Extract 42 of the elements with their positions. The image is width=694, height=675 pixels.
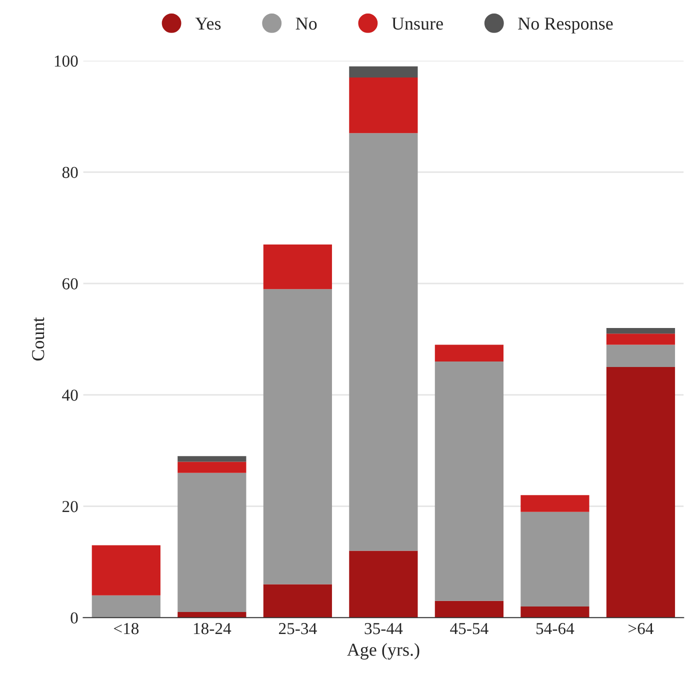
bar <box>434 600 504 618</box>
y-tick-label: 20 <box>62 500 78 512</box>
bar <box>92 595 160 618</box>
y-tick-label: 40 <box>62 390 78 401</box>
bar <box>520 495 590 512</box>
x-tick-label: 45-54 <box>450 623 488 634</box>
bar <box>349 550 418 618</box>
x-tick-label: 25-34 <box>278 623 317 634</box>
bar <box>263 289 332 584</box>
bar <box>178 456 246 462</box>
bar <box>178 462 246 473</box>
y-tick-label: 60 <box>62 278 78 290</box>
bar <box>434 344 504 362</box>
y-tick-label: 80 <box>62 166 78 178</box>
bar <box>606 344 676 368</box>
bar <box>178 612 246 618</box>
bar <box>606 328 676 334</box>
bar <box>92 545 160 596</box>
legend-label: Unsure <box>392 18 443 30</box>
x-tick-label: 54-64 <box>536 623 574 634</box>
x-tick-label: 18-24 <box>194 622 232 634</box>
bar <box>606 334 676 345</box>
bar <box>263 244 332 290</box>
bar <box>606 367 676 618</box>
y-axis-title: Count <box>32 317 44 361</box>
bar <box>349 77 418 134</box>
bar <box>434 361 504 601</box>
bar <box>178 472 246 612</box>
legend-label: No <box>296 18 317 30</box>
bar <box>263 584 332 618</box>
y-tick-label: 100 <box>54 55 78 67</box>
bar <box>520 512 590 606</box>
bar <box>520 606 590 618</box>
legend-label: Yes <box>195 18 221 30</box>
y-tick-label: 0 <box>70 612 78 624</box>
x-axis-title: Age (yrs.) <box>347 643 420 660</box>
x-tick-label: >64 <box>628 623 654 634</box>
x-tick-label: <18 <box>114 622 139 634</box>
bar <box>349 66 418 78</box>
x-tick-label: 35-44 <box>364 623 403 634</box>
bar <box>349 133 418 551</box>
legend-label: No Response <box>518 18 613 34</box>
